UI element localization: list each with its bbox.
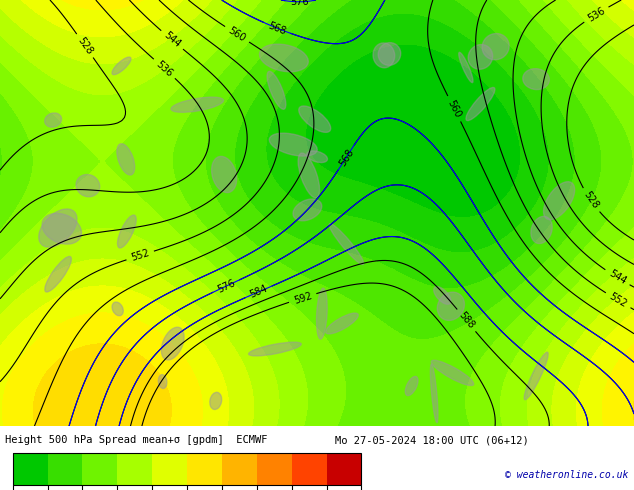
Ellipse shape	[158, 374, 167, 389]
Ellipse shape	[543, 182, 574, 220]
Text: 592: 592	[292, 290, 313, 305]
Ellipse shape	[210, 392, 222, 410]
Ellipse shape	[259, 44, 308, 72]
Ellipse shape	[307, 151, 328, 163]
Text: 544: 544	[607, 269, 628, 287]
Ellipse shape	[76, 174, 100, 197]
Ellipse shape	[531, 217, 552, 244]
Ellipse shape	[437, 292, 465, 320]
Ellipse shape	[171, 97, 224, 112]
Ellipse shape	[431, 360, 474, 386]
Ellipse shape	[316, 288, 327, 339]
Ellipse shape	[267, 72, 286, 109]
Text: 544: 544	[162, 30, 183, 50]
Text: Height 500 hPa Spread mean+σ [gpdm]  ECMWF: Height 500 hPa Spread mean+σ [gpdm] ECMW…	[5, 435, 268, 445]
Ellipse shape	[249, 342, 301, 356]
Text: © weatheronline.co.uk: © weatheronline.co.uk	[505, 470, 628, 480]
Ellipse shape	[482, 33, 509, 60]
Ellipse shape	[434, 287, 451, 304]
Text: Mo 27-05-2024 18:00 UTC (06+12): Mo 27-05-2024 18:00 UTC (06+12)	[335, 435, 529, 445]
Ellipse shape	[299, 106, 331, 132]
Ellipse shape	[112, 57, 131, 74]
Ellipse shape	[39, 209, 77, 247]
Ellipse shape	[162, 327, 184, 360]
Ellipse shape	[378, 43, 401, 65]
Ellipse shape	[466, 87, 495, 121]
Ellipse shape	[329, 223, 364, 265]
Ellipse shape	[373, 43, 395, 68]
Ellipse shape	[117, 144, 134, 175]
Text: 552: 552	[607, 291, 629, 310]
Text: 560: 560	[446, 98, 463, 119]
Ellipse shape	[468, 45, 493, 69]
Text: 576: 576	[216, 278, 236, 294]
Text: 528: 528	[581, 190, 600, 211]
Ellipse shape	[269, 133, 317, 156]
Ellipse shape	[44, 113, 61, 127]
Ellipse shape	[523, 69, 550, 90]
Ellipse shape	[430, 364, 438, 423]
Text: 528: 528	[75, 35, 94, 56]
Ellipse shape	[45, 256, 72, 292]
Ellipse shape	[293, 199, 322, 221]
Ellipse shape	[298, 153, 320, 198]
Text: 584: 584	[248, 284, 269, 300]
Text: 568: 568	[337, 147, 356, 168]
Ellipse shape	[405, 376, 418, 395]
Text: 576: 576	[290, 0, 309, 7]
Ellipse shape	[524, 352, 548, 400]
Ellipse shape	[117, 215, 136, 248]
Text: 560: 560	[226, 25, 247, 44]
Ellipse shape	[42, 213, 82, 244]
Text: 536: 536	[586, 5, 607, 24]
Text: 568: 568	[267, 20, 288, 36]
Text: 552: 552	[130, 248, 151, 263]
Text: 588: 588	[456, 310, 476, 331]
Ellipse shape	[212, 156, 236, 193]
Ellipse shape	[112, 302, 123, 316]
Ellipse shape	[459, 52, 473, 83]
Text: 536: 536	[154, 59, 174, 78]
Ellipse shape	[326, 313, 358, 334]
